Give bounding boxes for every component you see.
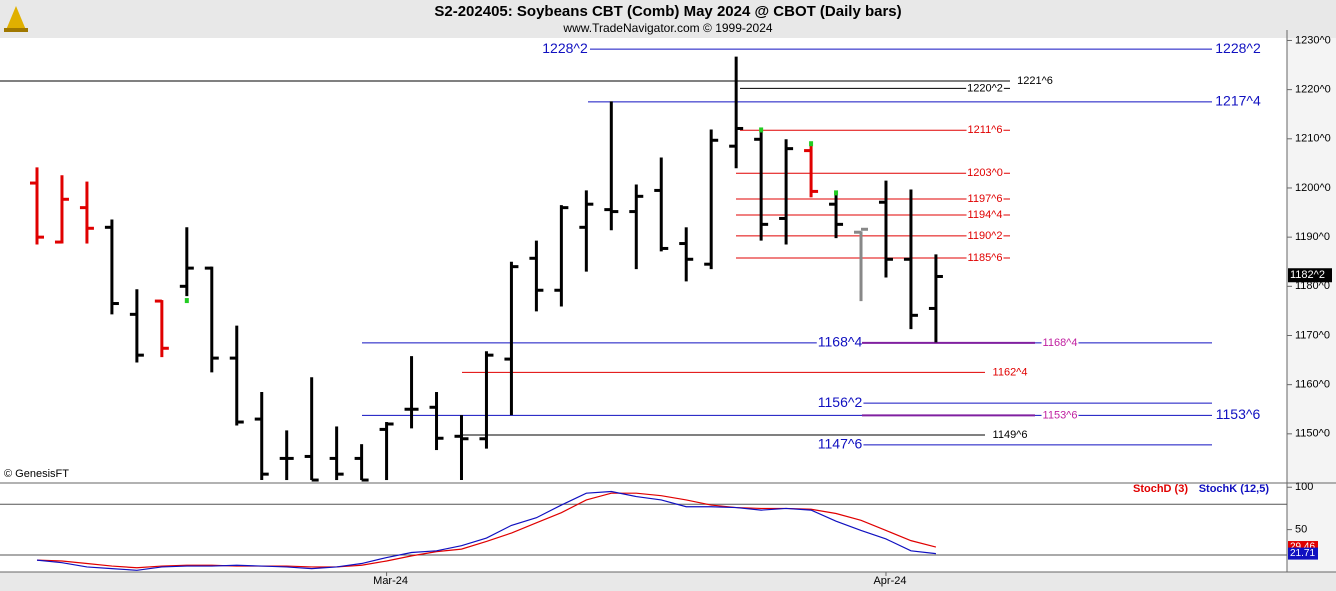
y-tick-label: 1230^0 [1295,34,1331,46]
label-bg [966,229,1004,242]
level-label: 1228^2 [1215,40,1261,56]
x-tick-label: Apr-24 [873,575,906,587]
label-bg [816,435,864,452]
level-label: 1217^4 [1215,93,1261,109]
level-label: 1153^6 [1043,409,1078,421]
header-bg [0,0,1336,38]
y-tick-label: 50 [1295,524,1307,536]
source: © GenesisFT [4,468,69,480]
level-label: 1147^6 [818,436,863,452]
label-bg [816,333,864,350]
y-tick-label: 1190^0 [1295,231,1330,243]
level-label: 1220^2 [967,82,1003,94]
y-tick-label: 1210^0 [1295,133,1331,145]
level-label: 1168^4 [1043,337,1078,349]
signal [809,141,814,147]
label-bg [966,208,1004,221]
x-axis-bg [0,572,1336,591]
level-label: 1197^6 [968,193,1003,205]
legend-entry: StochD (3) [1133,483,1188,495]
label-bg [966,167,1004,180]
chart-title: S2-202405: Soybeans CBT (Comb) May 2024 … [434,3,901,20]
level-label: 1228^2 [542,40,588,56]
y-tick-label: 100 [1295,481,1313,493]
y-tick-label: 1150^0 [1295,428,1330,440]
y-tick-label: 1220^0 [1295,84,1331,96]
level-label: 1221^6 [1017,75,1053,87]
label-bg [816,393,864,410]
last-price-label: 1182^2 [1290,269,1325,281]
label-bg [966,124,1004,137]
level-label: 1168^4 [818,334,863,350]
signal [184,298,189,304]
legend-entry: StochK (12,5) [1199,483,1270,495]
level-label: 1162^4 [993,366,1028,378]
level-label: 1149^6 [993,429,1028,441]
label-bg [991,428,1029,441]
label-bg [541,39,589,56]
signal [759,127,764,133]
label-bg [991,366,1029,379]
level-label: 1211^6 [968,124,1003,136]
logo [4,6,28,32]
level-label: 1156^2 [818,394,863,410]
last-value-label: 21.71 [1290,548,1315,559]
x-tick-label: Mar-24 [373,575,408,587]
stoch-line [36,490,936,571]
y-tick-label: 1200^0 [1295,182,1331,194]
y-tick-label: 1160^0 [1295,379,1330,391]
y-tick-label: 1180^0 [1295,280,1330,292]
label-bg [1041,409,1079,422]
label-bg [966,251,1004,264]
level-label: 1190^2 [968,230,1003,242]
level-label: 1153^6 [1216,406,1261,422]
label-bg [966,82,1004,95]
last-value-tag [1288,547,1318,560]
level-label: 1194^4 [968,209,1003,221]
level-label: 1185^6 [968,252,1003,264]
signal [834,190,839,196]
level-label: 1203^0 [967,167,1003,179]
chart-subtitle: www.TradeNavigator.com © 1999-2024 [562,21,772,35]
label-bg [1016,74,1054,87]
last-value-label: 29.46 [1290,542,1315,553]
label-bg [966,192,1004,205]
last-price-tag [1288,268,1332,283]
label-bg [1041,336,1079,349]
y-tick-label: 1170^0 [1295,329,1330,341]
